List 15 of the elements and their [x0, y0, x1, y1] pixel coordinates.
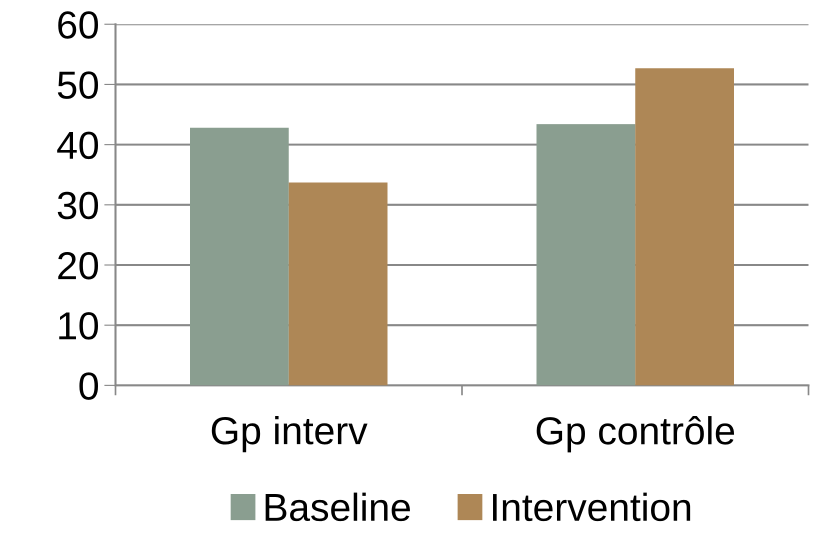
y-tick-label: 50 — [58, 71, 98, 99]
bar — [635, 68, 734, 386]
x-tick-label: Gp contrôle — [536, 416, 734, 452]
y-tick-label: 60 — [58, 11, 98, 39]
y-tick-label: 40 — [57, 132, 98, 160]
y-tick-label: 20 — [58, 252, 98, 280]
legend-label: Baseline — [266, 492, 410, 522]
bar — [190, 128, 289, 386]
bar — [536, 124, 636, 386]
bar — [288, 182, 388, 386]
x-tick-label: Gp interv — [212, 416, 368, 452]
y-tick-label: 0 — [79, 372, 98, 400]
legend-label: Intervention — [493, 492, 690, 522]
y-tick-label: 30 — [58, 192, 98, 220]
y-tick-label: 10 — [59, 312, 98, 340]
